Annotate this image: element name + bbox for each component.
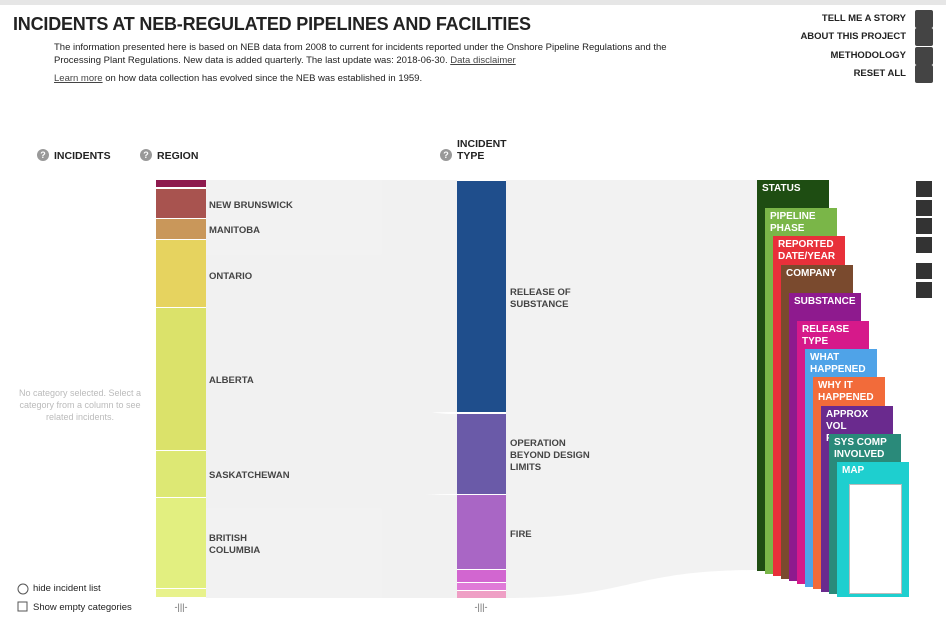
type-segment[interactable]	[457, 570, 506, 582]
region-label[interactable]: SASKATCHEWAN	[209, 470, 290, 481]
menu-item[interactable]: ABOUT THIS PROJECT	[800, 31, 906, 42]
learn-more-link[interactable]: Learn more	[54, 73, 103, 84]
region-bar	[156, 180, 206, 597]
type-segment[interactable]	[457, 591, 506, 598]
learn-more-text: on how data collection has evolved since…	[105, 73, 423, 84]
menu-icon[interactable]	[915, 47, 933, 65]
type-bar	[457, 181, 506, 598]
share-icon[interactable]	[916, 218, 932, 234]
menu-item[interactable]: TELL ME A STORY	[821, 13, 906, 24]
column-heading[interactable]: REGION	[157, 150, 199, 162]
drag-handle[interactable]: -|||-	[174, 602, 187, 612]
region-label[interactable]: ALBERTA	[209, 375, 254, 386]
region-label[interactable]: BRITISH COLUMBIA	[209, 533, 261, 556]
region-label[interactable]: ONTARIO	[209, 271, 253, 282]
region-segment[interactable]	[156, 189, 206, 218]
help-icon[interactable]: ?	[37, 149, 49, 161]
drag-handle[interactable]: -|||-	[474, 602, 487, 612]
region-segment[interactable]	[156, 498, 206, 588]
menu-item[interactable]: METHODOLOGY	[830, 50, 906, 61]
flow	[206, 450, 457, 598]
learn-more: Learn more on how data collection has ev…	[54, 73, 422, 84]
flow	[506, 180, 757, 598]
region-segment[interactable]	[156, 589, 206, 597]
page-title: INCIDENTS AT NEB-REGULATED PIPELINES AND…	[13, 14, 531, 34]
empty-message: No category selected. Select a category …	[18, 388, 142, 422]
map-thumbnail[interactable]	[849, 484, 902, 594]
type-segment[interactable]	[457, 583, 506, 590]
share-icon[interactable]	[916, 237, 932, 253]
region-segment[interactable]	[156, 240, 206, 307]
region-label[interactable]: MANITOBA	[209, 225, 261, 236]
flows	[206, 180, 757, 598]
description: The information presented here is based …	[54, 41, 714, 67]
region-segment[interactable]	[156, 180, 206, 187]
hide-icon[interactable]	[17, 583, 29, 595]
type-label[interactable]: FIRE	[510, 529, 532, 540]
disclaimer-link[interactable]: Data disclaimer	[450, 55, 516, 66]
type-segment[interactable]	[457, 495, 506, 569]
share-icon[interactable]	[916, 181, 932, 197]
share-icon[interactable]	[916, 263, 932, 279]
region-segment[interactable]	[156, 308, 206, 450]
share-icon[interactable]	[916, 200, 932, 216]
menu-icon[interactable]	[915, 65, 933, 83]
flow	[206, 300, 457, 500]
menu-icon[interactable]	[915, 10, 933, 28]
share-icon[interactable]	[916, 282, 932, 298]
hide-list[interactable]: hide incident list	[33, 583, 101, 594]
region-segment[interactable]	[156, 451, 206, 497]
help-icon[interactable]: ?	[140, 149, 152, 161]
region-label[interactable]: NEW BRUNSWICK	[209, 200, 293, 211]
column-heading[interactable]: INCIDENT TYPE	[457, 138, 507, 162]
column-heading[interactable]: INCIDENTS	[54, 150, 111, 162]
description-text: The information presented here is based …	[54, 42, 667, 66]
type-label[interactable]: OPERATION BEYOND DESIGN LIMITS	[510, 438, 590, 473]
top-bar	[0, 0, 946, 5]
region-segment[interactable]	[156, 219, 206, 239]
help-icon[interactable]: ?	[440, 149, 452, 161]
show-empty[interactable]: Show empty categories	[33, 602, 132, 613]
checkbox[interactable]	[17, 601, 28, 612]
menu-item[interactable]: RESET ALL	[853, 68, 906, 79]
type-label[interactable]: RELEASE OF SUBSTANCE	[510, 287, 571, 310]
type-segment[interactable]	[457, 181, 506, 412]
menu-icon[interactable]	[915, 28, 933, 46]
type-segment[interactable]	[457, 414, 506, 494]
